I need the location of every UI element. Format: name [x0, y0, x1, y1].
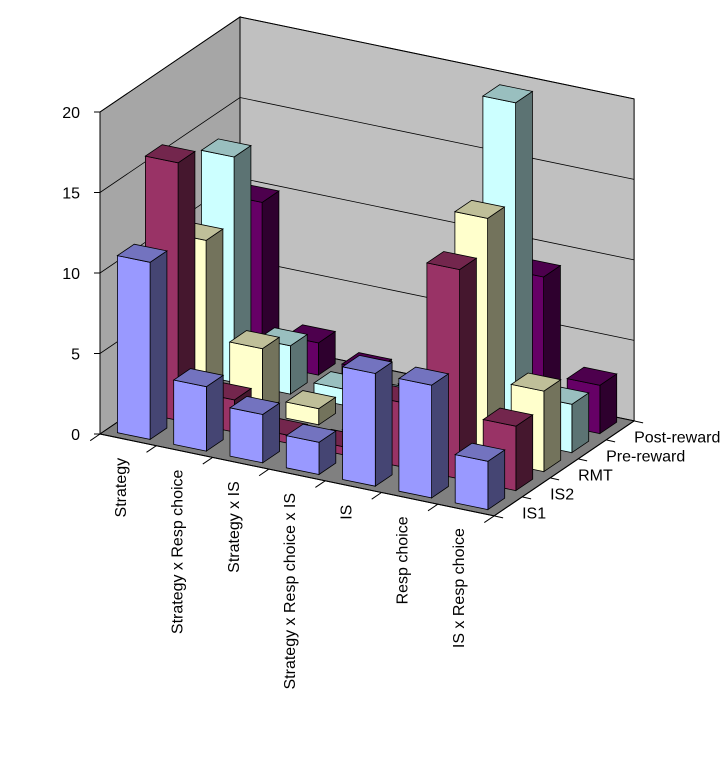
bar-top-face: [200, 138, 252, 158]
bar: [172, 368, 225, 452]
bar: [454, 442, 506, 511]
bar-top-face: [285, 423, 337, 443]
category-axis-line: [99, 433, 495, 517]
gridline: [99, 16, 635, 113]
category-tick-mark: [258, 468, 270, 477]
category-label: IS: [338, 505, 355, 520]
bar-top-face: [228, 395, 281, 415]
bar-top-face: [172, 368, 225, 388]
bar: [397, 366, 450, 499]
bar-side-face: [374, 361, 393, 487]
series-tick-mark: [521, 496, 532, 500]
series-axis-line: [493, 420, 635, 517]
category-axis-labels: Strategy Strategy x Resp choice Strategy x…: [89, 433, 495, 690]
bar-front-face: [398, 378, 433, 499]
z-tick-label: 10: [62, 266, 80, 283]
bar-side-face: [543, 378, 562, 473]
bar-top-face: [482, 407, 534, 427]
series-label: RMT: [578, 467, 613, 484]
series-tick-mark: [605, 439, 616, 443]
bar: [285, 423, 337, 476]
category-label: Resp choice: [395, 516, 412, 604]
bar: [228, 395, 281, 464]
series-label: Pre-reward: [606, 448, 685, 465]
category-tick-mark: [89, 433, 101, 442]
category-label: Strategy: [113, 458, 130, 518]
series-label: IS2: [550, 486, 574, 503]
bar-top-face: [425, 251, 478, 271]
bar: [341, 354, 394, 487]
bar-side-face: [205, 374, 224, 452]
bar-top-face: [144, 144, 196, 164]
series-tick-mark: [633, 420, 644, 424]
bar-front-face: [173, 379, 207, 452]
bar: [425, 251, 478, 480]
series-tick-mark: [577, 458, 588, 462]
category-tick-mark: [146, 445, 157, 453]
series-tick-mark: [493, 515, 504, 519]
bar-side-face: [149, 250, 168, 441]
category-label: Strategy x IS: [226, 481, 243, 573]
bar-top-face: [566, 366, 618, 386]
category-label: IS x Resp choice: [451, 528, 468, 648]
bar-front-face: [342, 366, 376, 487]
bar-top-face: [116, 243, 168, 263]
bar-top-face: [397, 366, 450, 386]
category-tick-mark: [202, 456, 213, 465]
category-tick-mark: [315, 480, 326, 488]
category-tick-mark: [371, 492, 382, 500]
z-tick-label: 0: [71, 427, 80, 444]
bar-top-face: [284, 390, 337, 410]
bar-side-face: [515, 414, 534, 492]
bar-front-face: [117, 255, 151, 440]
z-tick-label: 5: [71, 347, 80, 364]
category-tick-mark: [427, 503, 439, 512]
bar-front-face: [454, 454, 489, 511]
category-tick-mark: [484, 515, 495, 523]
bar-top-face: [453, 199, 506, 219]
z-axis-ticks: 0 5 10 15 20: [62, 105, 101, 444]
category-label: Strategy x Resp choice x IS: [282, 493, 299, 690]
series-label: Post-reward: [634, 429, 720, 446]
bar: [116, 243, 168, 441]
bar-top-face: [454, 442, 506, 462]
category-label: Strategy x Resp choice: [169, 469, 186, 634]
bar-top-face: [481, 84, 534, 104]
z-tick-label: 20: [62, 105, 80, 122]
z-tick-label: 15: [62, 186, 80, 203]
bar-top-face: [341, 354, 394, 374]
bar-top-face: [510, 372, 562, 392]
series-label: IS1: [522, 505, 546, 522]
bar-side-face: [431, 373, 449, 499]
bar: [284, 390, 337, 426]
bar-front-face: [229, 407, 264, 464]
bars: [116, 84, 618, 511]
bar-top-face: [228, 330, 281, 350]
series-tick-mark: [549, 477, 560, 481]
